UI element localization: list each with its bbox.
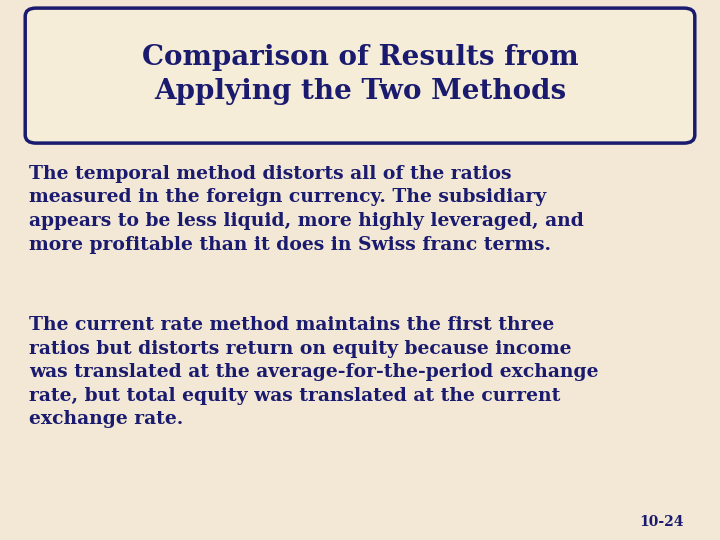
Text: Comparison of Results from
Applying the Two Methods: Comparison of Results from Applying the … bbox=[142, 44, 578, 105]
FancyBboxPatch shape bbox=[25, 8, 695, 143]
Text: The temporal method distorts all of the ratios
measured in the foreign currency.: The temporal method distorts all of the … bbox=[29, 165, 584, 253]
Text: The current rate method maintains the first three
ratios but distorts return on : The current rate method maintains the fi… bbox=[29, 316, 598, 428]
Text: 10-24: 10-24 bbox=[639, 515, 684, 529]
